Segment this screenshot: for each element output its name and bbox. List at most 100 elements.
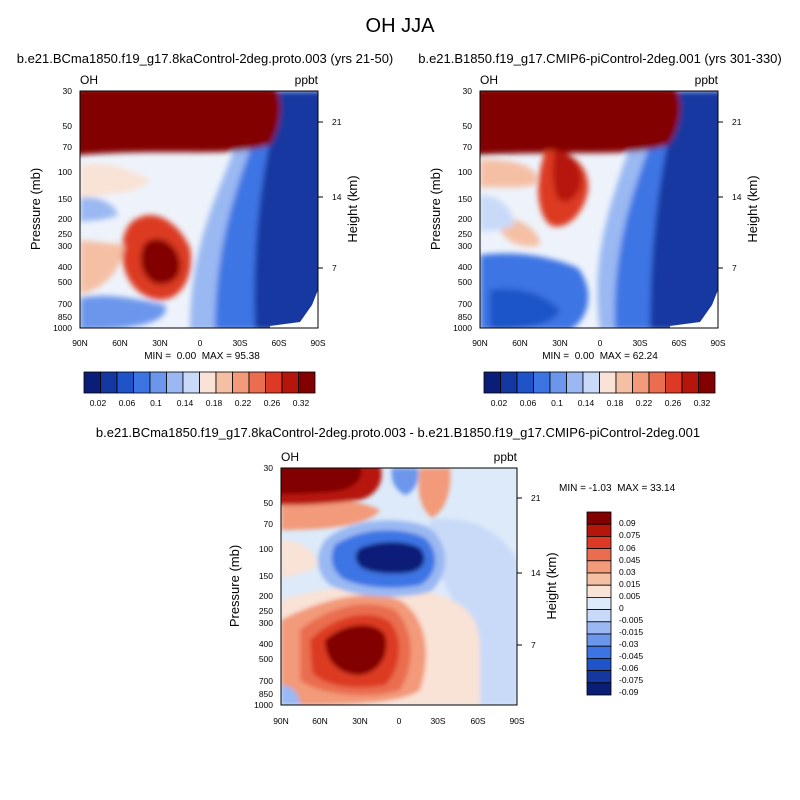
- p2-xtick-60N: 60N: [512, 338, 528, 348]
- p1-cb-swatch-11: [265, 371, 283, 394]
- panel-3-units: ppbt: [494, 450, 518, 464]
- p3-htick-7: 7: [531, 640, 536, 650]
- panel-1-ylabel: Pressure (mb): [28, 168, 43, 250]
- p3-blue-bottom-left: [281, 685, 300, 705]
- p1-ytick-850: 850: [58, 312, 72, 322]
- p1-ytick-70: 70: [63, 142, 73, 152]
- p3-red-top-core: [281, 468, 362, 494]
- p2-ytick-850: 850: [458, 312, 472, 322]
- p3-cb-label-4: 0.03: [619, 567, 636, 577]
- panel-3-contour-field: [281, 468, 517, 705]
- p3-xtick-30S: 30S: [430, 716, 445, 726]
- panel-3-variable: OH: [281, 450, 299, 464]
- p1-xtick-90N: 90N: [72, 338, 88, 348]
- p3-cb-swatch-13: [586, 670, 612, 684]
- p1-ytick-100: 100: [58, 167, 72, 177]
- p2-cb-swatch-3: [533, 371, 551, 394]
- p2-ytick-50: 50: [463, 121, 473, 131]
- p1-blue-deep: [254, 91, 318, 328]
- p1-ytick-500: 500: [58, 277, 72, 287]
- p1-pink-upper: [80, 163, 150, 198]
- p2-cb-label-4: 0.18: [607, 398, 624, 408]
- p3-ytick-30: 30: [264, 463, 274, 473]
- panel-3-ylabel-right: Height (km): [544, 552, 559, 619]
- p2-xtick-30S: 30S: [632, 338, 647, 348]
- p3-cb-label-8: -0.005: [619, 615, 643, 625]
- p3-cb-swatch-4: [586, 560, 612, 574]
- p2-cb-swatch-9: [632, 371, 650, 394]
- p1-ytick-200: 200: [58, 214, 72, 224]
- p3-cb-swatch-1: [586, 523, 612, 537]
- panel-2-min-max: MIN = 0.00 MAX = 62.24: [542, 351, 658, 362]
- p3-cb-label-3: 0.045: [619, 555, 641, 565]
- p3-ytick-50: 50: [264, 498, 274, 508]
- p1-cb-label-0: 0.02: [90, 398, 107, 408]
- panel-2-title: b.e21.B1850.f19_g17.CMIP6-piControl-2deg…: [418, 51, 782, 66]
- p1-htick-14: 14: [332, 192, 342, 202]
- p1-htick-21: 21: [332, 117, 342, 127]
- p3-ytick-200: 200: [259, 591, 273, 601]
- panel-1-units: ppbt: [295, 73, 319, 87]
- p2-ytick-100: 100: [458, 167, 472, 177]
- p3-cb-label-7: 0: [619, 603, 624, 613]
- p3-htick-21: 21: [531, 493, 541, 503]
- panel-1-height-axis: 21 14 7: [318, 117, 342, 273]
- p2-cb-swatch-10: [648, 371, 666, 394]
- p2-red-cap: [480, 91, 681, 155]
- p3-ytick-250: 250: [259, 606, 273, 616]
- p2-cb-swatch-2: [516, 371, 534, 394]
- p1-cb-label-5: 0.22: [235, 398, 252, 408]
- panel-3: b.e21.BCma1850.f19_g17.8kaControl-2deg.p…: [96, 425, 700, 726]
- p2-blue-lower-deep: [490, 288, 560, 328]
- p3-cb-swatch-3: [586, 548, 612, 562]
- p3-ytick-300: 300: [259, 618, 273, 628]
- p2-cb-label-3: 0.14: [578, 398, 595, 408]
- p1-ytick-400: 400: [58, 262, 72, 272]
- p1-cb-swatch-8: [215, 371, 233, 394]
- p1-pink-lower: [80, 240, 125, 295]
- p3-cb-swatch-10: [586, 633, 612, 647]
- p2-ytick-30: 30: [463, 86, 473, 96]
- panel-2: b.e21.B1850.f19_g17.CMIP6-piControl-2deg…: [418, 51, 782, 408]
- p1-ytick-50: 50: [63, 121, 73, 131]
- p1-cb-label-7: 0.32: [293, 398, 310, 408]
- p2-xtick-60S: 60S: [671, 338, 686, 348]
- panel-2-units: ppbt: [695, 73, 719, 87]
- p3-ytick-850: 850: [259, 689, 273, 699]
- p3-cb-swatch-14: [586, 682, 612, 696]
- p2-xtick-30N: 30N: [552, 338, 568, 348]
- p3-cb-label-5: 0.015: [619, 579, 641, 589]
- p1-missing-corner: [270, 290, 318, 328]
- p3-cb-label-10: -0.03: [619, 639, 639, 649]
- p2-htick-14: 14: [732, 192, 742, 202]
- p2-cb-label-6: 0.26: [665, 398, 682, 408]
- p3-cb-swatch-2: [586, 536, 612, 550]
- p2-missing-corner: [670, 290, 718, 328]
- panel-2-colorbar: 0.02 0.06 0.1 0.14 0.18 0.22 0.26 0.32: [483, 371, 716, 408]
- p2-cb-label-7: 0.32: [694, 398, 711, 408]
- p2-xtick-90N: 90N: [472, 338, 488, 348]
- p2-cb-swatch-11: [665, 371, 683, 394]
- p1-cb-swatch-12: [281, 371, 299, 394]
- p1-red-cap: [80, 91, 281, 155]
- p1-red-core: [140, 238, 181, 285]
- panel-3-ylabel: Pressure (mb): [227, 545, 242, 627]
- panel-1-ylabel-right: Height (km): [345, 175, 360, 242]
- p1-cb-label-3: 0.14: [177, 398, 194, 408]
- p1-xtick-60S: 60S: [271, 338, 286, 348]
- p1-cb-label-1: 0.06: [119, 398, 136, 408]
- p1-ytick-250: 250: [58, 229, 72, 239]
- p2-cb-swatch-1: [500, 371, 518, 394]
- p3-xtick-90S: 90S: [509, 716, 524, 726]
- p2-cb-swatch-4: [549, 371, 567, 394]
- p2-cb-label-0: 0.02: [491, 398, 508, 408]
- panel-3-y-axis: 30 50 70 100 150 200 250 300 400 500 700…: [254, 463, 273, 710]
- p3-cb-label-12: -0.06: [619, 663, 639, 673]
- panel-2-height-axis: 21 14 7: [718, 117, 742, 273]
- p1-cb-swatch-0: [83, 371, 101, 394]
- p1-ytick-30: 30: [63, 86, 73, 96]
- p2-cb-swatch-8: [615, 371, 633, 394]
- p3-blue-blob-core: [355, 542, 425, 574]
- p3-cb-swatch-11: [586, 645, 612, 659]
